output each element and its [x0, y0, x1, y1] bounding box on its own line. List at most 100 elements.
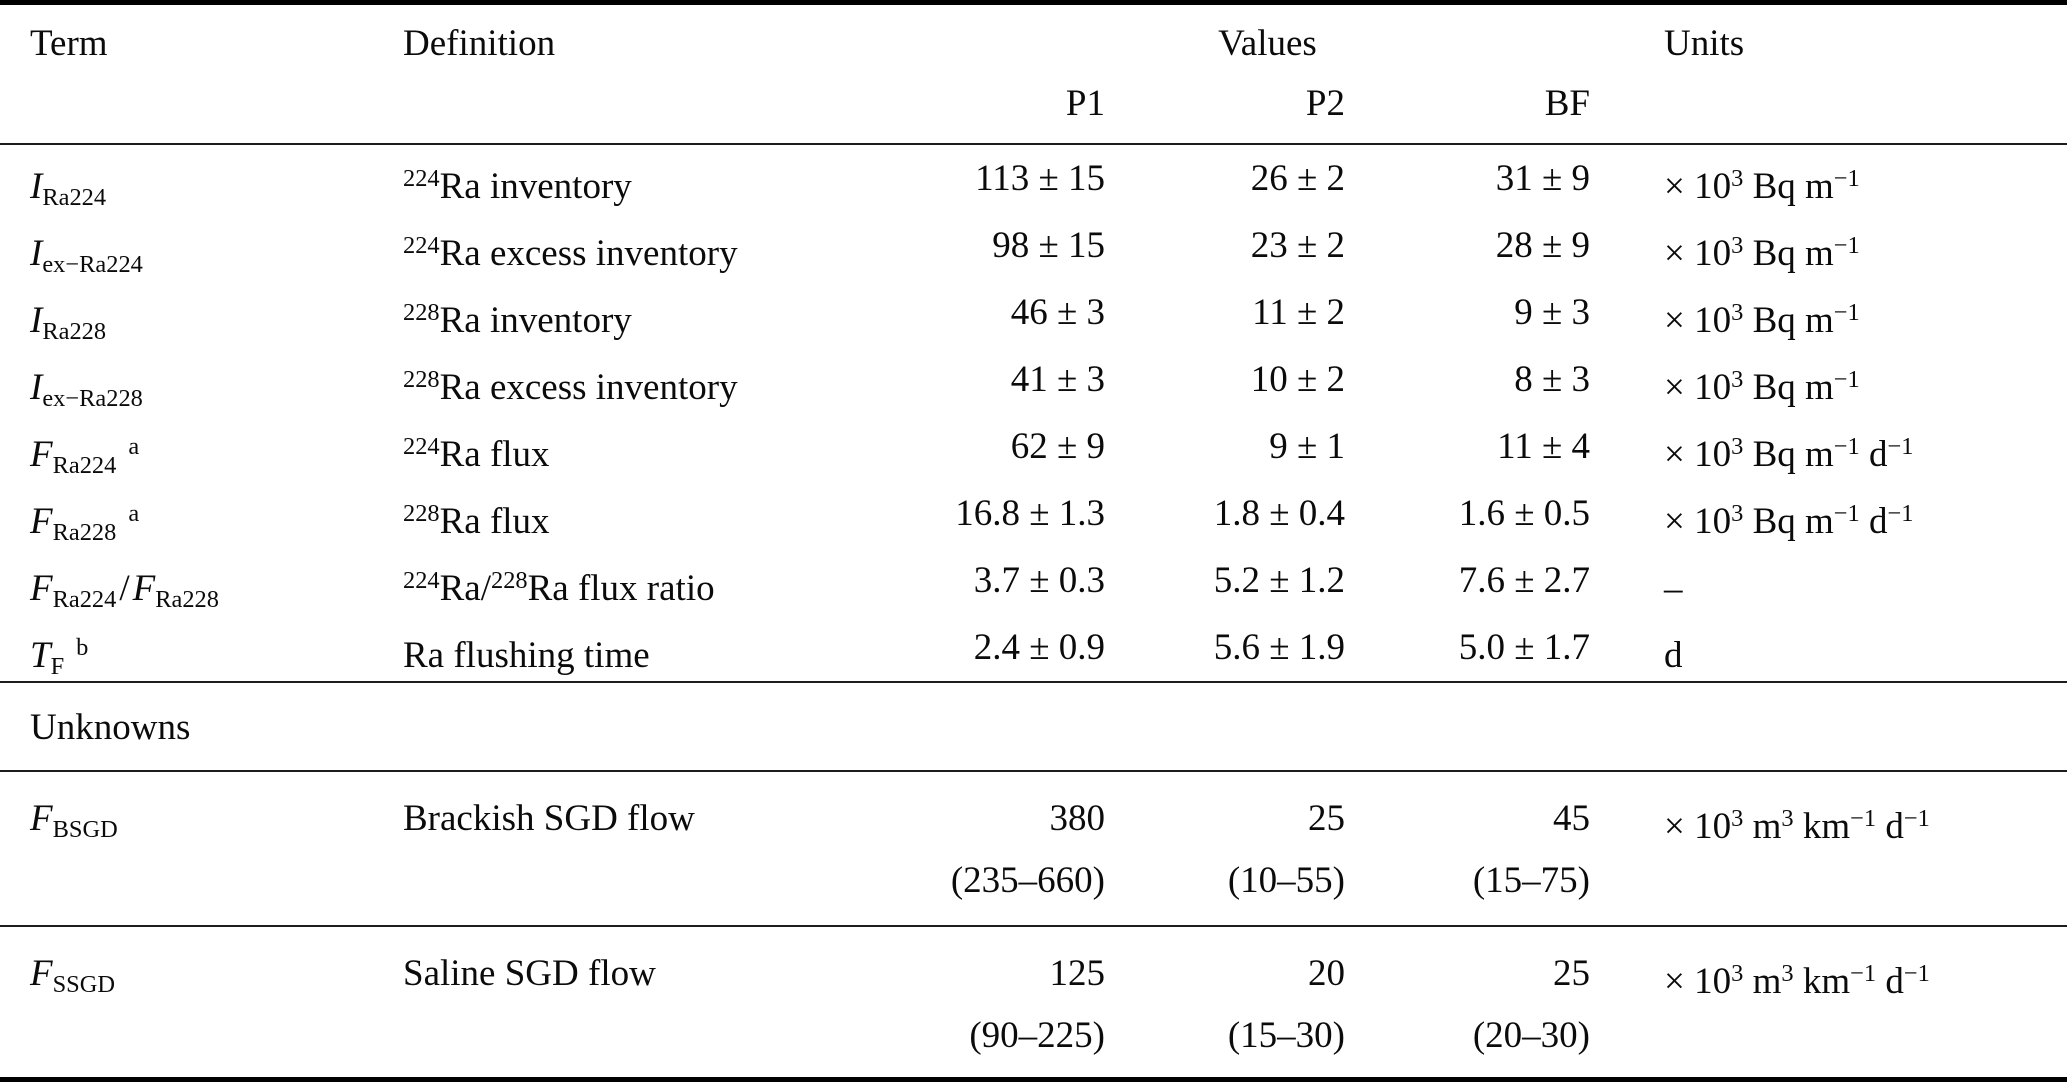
- value: 380: [1049, 798, 1106, 839]
- table-row: Iex−Ra224 224Ra excess inventory 98 ± 15…: [0, 212, 2067, 279]
- value-p1-cell: 125 (90–225): [867, 927, 1105, 1077]
- value: 125: [1049, 953, 1106, 994]
- column-header-term: Term: [30, 23, 108, 64]
- units-cell: × 103 m3 km−1 d−1: [1664, 805, 1930, 848]
- value-p1-cell: 46 ± 3: [1010, 292, 1105, 333]
- value-p1-cell: 2.4 ± 0.9: [973, 627, 1105, 668]
- value-p2-cell: 1.8 ± 0.4: [1213, 493, 1345, 534]
- value-range: (10–55): [1227, 860, 1345, 901]
- value-p2-cell: 23 ± 2: [1250, 225, 1345, 266]
- footnote-marker: a: [128, 500, 140, 527]
- column-header-units: Units: [1664, 23, 1745, 64]
- value-range: (15–75): [1472, 860, 1590, 901]
- value-p1-cell: 3.7 ± 0.3: [973, 560, 1105, 601]
- value-p1-cell: 113 ± 15: [975, 158, 1105, 199]
- table-row: FSSGD Saline SGD flow 125 (90–225) 20 (15–…: [0, 927, 2067, 1077]
- table-header-row: Term Definition Values Units: [0, 5, 2067, 77]
- value-p1-cell: 41 ± 3: [1010, 359, 1105, 400]
- value-bf-cell: 9 ± 3: [1514, 292, 1590, 333]
- value: 20: [1308, 953, 1345, 994]
- term-cell: FRa224/FRa228: [30, 568, 219, 614]
- definition-cell: Saline SGD flow: [403, 953, 656, 994]
- value-bf-cell: 31 ± 9: [1495, 158, 1590, 199]
- value-bf-cell: 45 (15–75): [1345, 772, 1590, 925]
- row-divider-rule: [0, 925, 2067, 927]
- value-p2-cell: 25 (10–55): [1105, 772, 1345, 925]
- table-row: TFb Ra flushing time 2.4 ± 0.9 5.6 ± 1.9…: [0, 614, 2067, 681]
- table-row: FRa224a 224Ra flux 62 ± 9 9 ± 1 11 ± 4 ×…: [0, 413, 2067, 480]
- column-header-values: Values: [1218, 23, 1317, 64]
- value-p1-cell: 62 ± 9: [1010, 426, 1105, 467]
- value: 45: [1553, 798, 1590, 839]
- footnote-marker: a: [128, 433, 140, 460]
- units-cell: d: [1664, 635, 1683, 677]
- value: 25: [1308, 798, 1345, 839]
- definition-cell: 224Ra/228Ra flux ratio: [403, 567, 715, 610]
- units-cell: × 103 Bq m−1: [1664, 232, 1860, 275]
- units-cell: × 103 Bq m−1: [1664, 366, 1860, 409]
- table-subheader-row: P1 P2 BF: [0, 77, 2067, 143]
- value-p2-cell: 5.6 ± 1.9: [1213, 627, 1345, 668]
- definition-cell: 224Ra flux: [403, 433, 550, 476]
- value-p1-cell: 98 ± 15: [992, 225, 1105, 266]
- value-bf-cell: 1.6 ± 0.5: [1458, 493, 1590, 534]
- value-p2-cell: 26 ± 2: [1250, 158, 1345, 199]
- value-p2-cell: 9 ± 1: [1269, 426, 1345, 467]
- section-header-row: Unknowns: [0, 683, 2067, 770]
- table-row: Iex−Ra228 228Ra excess inventory 41 ± 3 …: [0, 346, 2067, 413]
- term-cell: IRa228: [30, 300, 107, 346]
- column-header-p1: P1: [1065, 83, 1105, 124]
- value-bf-cell: 25 (20–30): [1345, 927, 1590, 1077]
- value-bf-cell: 5.0 ± 1.7: [1458, 627, 1590, 668]
- definition-cell: 224Ra inventory: [403, 165, 632, 208]
- value-p2-cell: 10 ± 2: [1250, 359, 1345, 400]
- term-cell: FSSGD: [30, 953, 116, 998]
- section-label: Unknowns: [30, 707, 191, 748]
- value-range: (235–660): [950, 860, 1105, 901]
- term-cell: Iex−Ra224: [30, 233, 143, 279]
- term-cell: IRa224: [30, 166, 107, 212]
- definition-cell: Ra flushing time: [403, 635, 650, 677]
- definition-cell: Brackish SGD flow: [403, 798, 695, 839]
- units-cell: × 103 Bq m−1 d−1: [1664, 433, 1914, 476]
- term-cell: Iex−Ra228: [30, 367, 143, 413]
- column-header-definition: Definition: [403, 23, 556, 64]
- term-cell: TFb: [30, 634, 89, 681]
- definition-cell: 228Ra excess inventory: [403, 366, 738, 409]
- units-cell: × 103 Bq m−1: [1664, 299, 1860, 342]
- table-row: IRa228 228Ra inventory 46 ± 3 11 ± 2 9 ±…: [0, 279, 2067, 346]
- units-cell: × 103 Bq m−1: [1664, 165, 1860, 208]
- value-p2-cell: 11 ± 2: [1252, 292, 1345, 333]
- value-p1-cell: 16.8 ± 1.3: [955, 493, 1105, 534]
- value: 25: [1553, 953, 1590, 994]
- header-rule: [0, 143, 2067, 145]
- term-cell: FRa224a: [30, 433, 140, 480]
- table-row: FRa228a 228Ra flux 16.8 ± 1.3 1.8 ± 0.4 …: [0, 480, 2067, 547]
- value-range: (15–30): [1227, 1015, 1345, 1056]
- definition-cell: 224Ra excess inventory: [403, 232, 738, 275]
- value-bf-cell: 11 ± 4: [1497, 426, 1590, 467]
- table-row: FRa224/FRa228 224Ra/228Ra flux ratio 3.7…: [0, 547, 2067, 614]
- column-header-p2: P2: [1305, 83, 1345, 124]
- table-row: FBSGD Brackish SGD flow 380 (235–660) 25 (…: [0, 772, 2067, 925]
- table-row: IRa224 224Ra inventory 113 ± 15 26 ± 2 3…: [0, 145, 2067, 212]
- term-cell: FBSGD: [30, 798, 118, 843]
- value-bf-cell: 28 ± 9: [1495, 225, 1590, 266]
- definition-cell: 228Ra flux: [403, 500, 550, 543]
- value-range: (20–30): [1472, 1015, 1590, 1056]
- top-rule: [0, 0, 2067, 5]
- bottom-rule: [0, 1077, 2067, 1082]
- term-cell: FRa228a: [30, 500, 140, 547]
- definition-cell: 228Ra inventory: [403, 299, 632, 342]
- value-bf-cell: 8 ± 3: [1514, 359, 1590, 400]
- units-cell: × 103 m3 km−1 d−1: [1664, 960, 1930, 1003]
- footnote-marker: b: [76, 634, 89, 661]
- section-bottom-rule: [0, 770, 2067, 772]
- section-top-rule: [0, 681, 2067, 683]
- value-range: (90–225): [969, 1015, 1105, 1056]
- units-cell: × 103 Bq m−1 d−1: [1664, 500, 1914, 543]
- units-cell: –: [1664, 568, 1683, 610]
- value-p2-cell: 20 (15–30): [1105, 927, 1345, 1077]
- value-bf-cell: 7.6 ± 2.7: [1458, 560, 1590, 601]
